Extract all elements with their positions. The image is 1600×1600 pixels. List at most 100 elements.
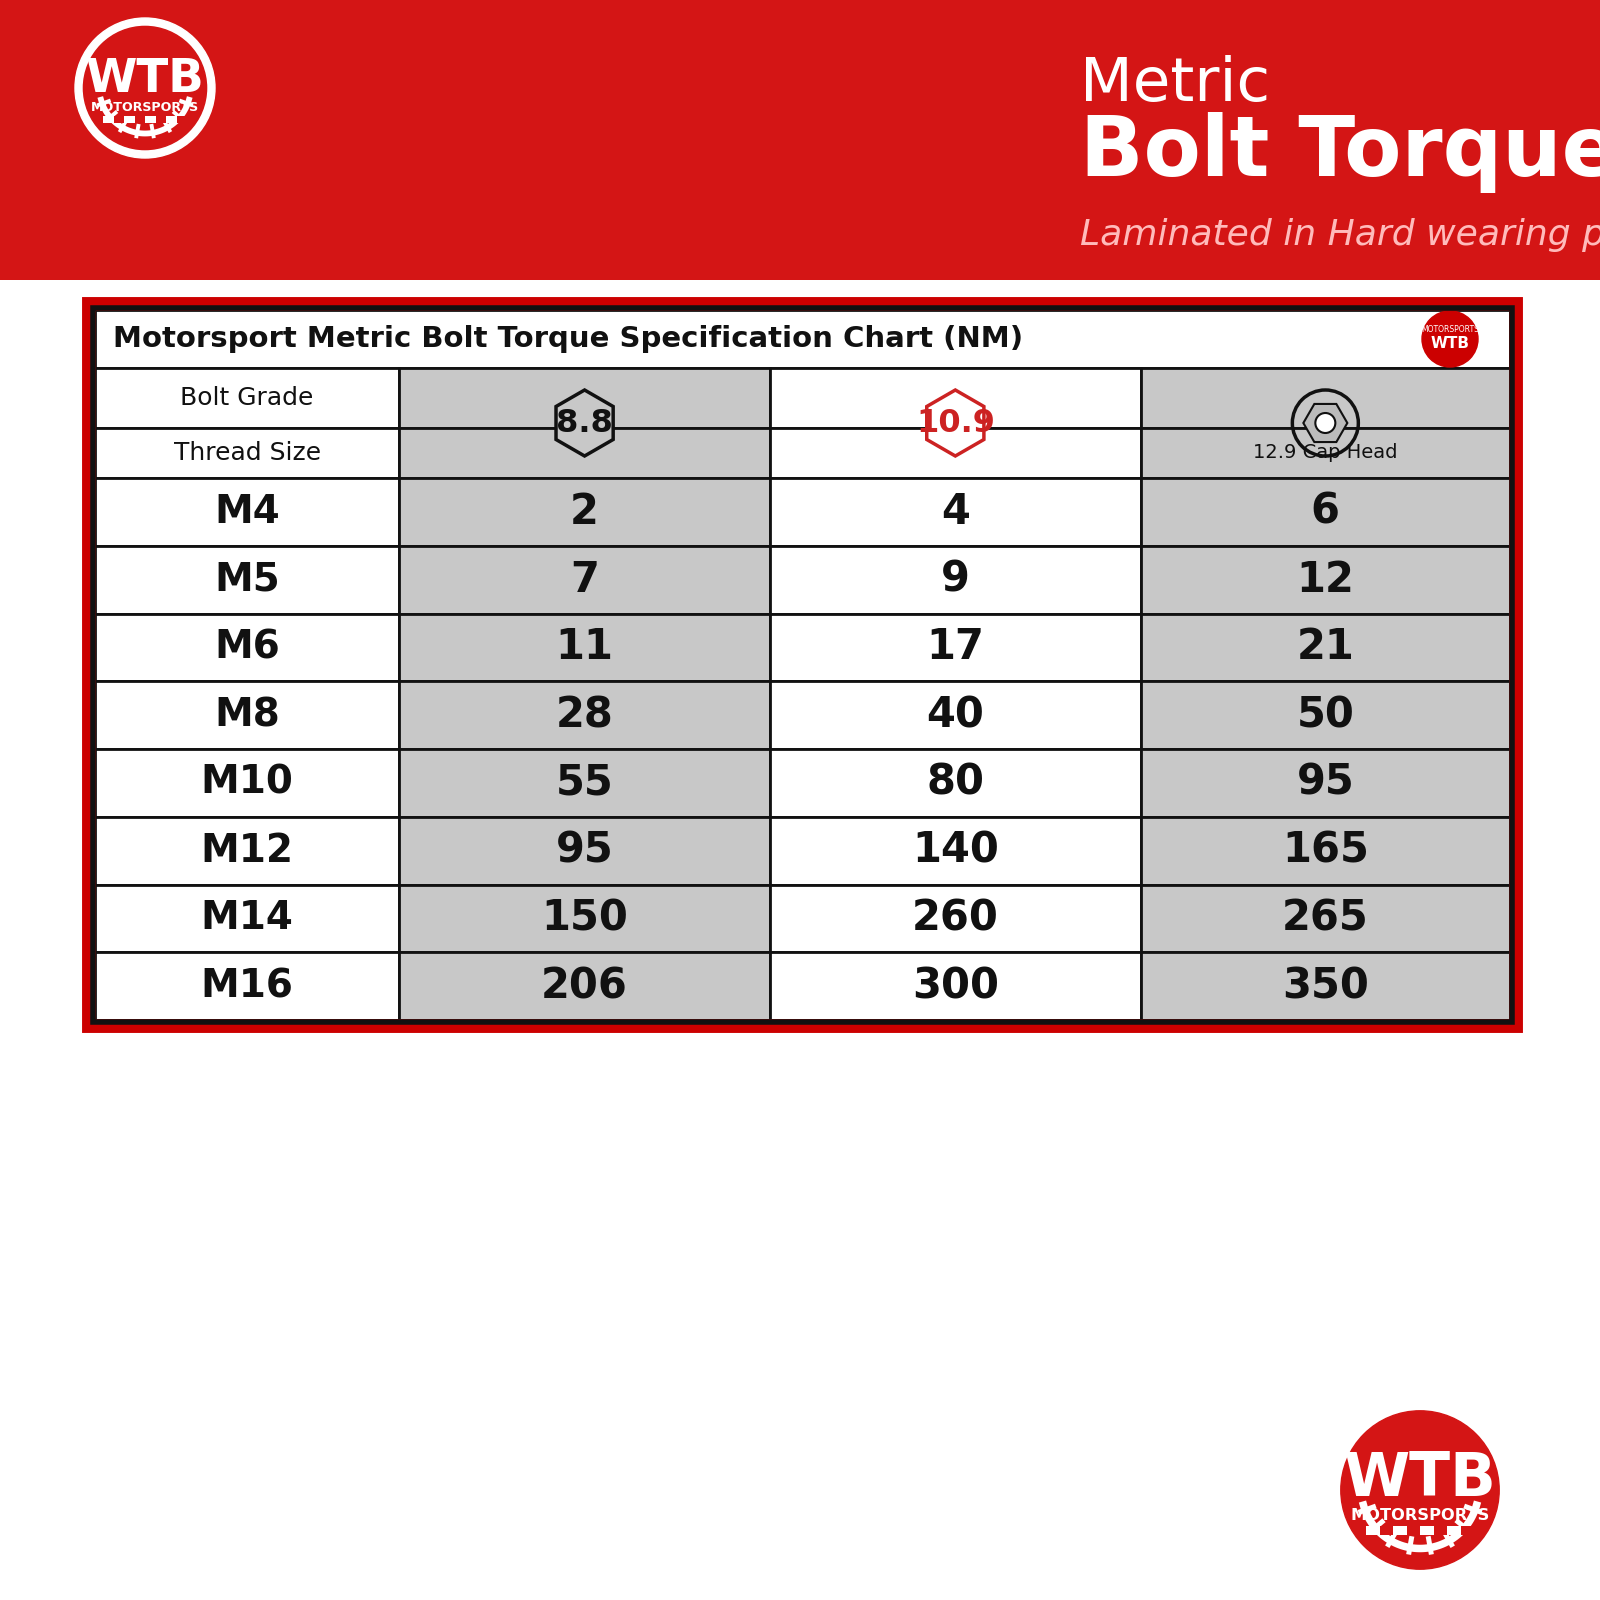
Text: 12.9 Cap Head: 12.9 Cap Head <box>1253 443 1397 462</box>
FancyBboxPatch shape <box>400 682 770 749</box>
Circle shape <box>83 27 206 149</box>
FancyBboxPatch shape <box>102 115 114 123</box>
FancyBboxPatch shape <box>146 115 155 123</box>
Text: M5: M5 <box>214 560 280 598</box>
FancyBboxPatch shape <box>1461 1525 1474 1534</box>
FancyBboxPatch shape <box>1141 478 1510 546</box>
Text: 165: 165 <box>1282 830 1368 872</box>
FancyBboxPatch shape <box>134 115 146 123</box>
FancyBboxPatch shape <box>1446 1525 1461 1534</box>
Text: 140: 140 <box>912 830 998 872</box>
Polygon shape <box>557 390 613 456</box>
Text: WTB: WTB <box>86 58 205 102</box>
FancyBboxPatch shape <box>94 613 400 682</box>
FancyBboxPatch shape <box>400 478 770 546</box>
Text: 150: 150 <box>541 898 629 939</box>
Circle shape <box>1341 1411 1499 1570</box>
Text: 9: 9 <box>941 558 970 600</box>
FancyBboxPatch shape <box>94 749 400 816</box>
Text: 350: 350 <box>1282 965 1368 1006</box>
FancyBboxPatch shape <box>1379 1525 1394 1534</box>
Text: M4: M4 <box>214 493 280 531</box>
FancyBboxPatch shape <box>770 682 1141 749</box>
Text: 4: 4 <box>941 491 970 533</box>
Text: 95: 95 <box>555 830 613 872</box>
FancyBboxPatch shape <box>1406 1525 1421 1534</box>
FancyBboxPatch shape <box>400 427 770 478</box>
FancyBboxPatch shape <box>770 546 1141 613</box>
FancyBboxPatch shape <box>400 952 770 1021</box>
FancyBboxPatch shape <box>1421 1525 1434 1534</box>
FancyBboxPatch shape <box>166 115 176 123</box>
Text: 40: 40 <box>926 694 984 736</box>
Text: Laminated in Hard wearing plastic: Laminated in Hard wearing plastic <box>1080 218 1600 251</box>
FancyBboxPatch shape <box>94 952 400 1021</box>
FancyBboxPatch shape <box>155 115 166 123</box>
FancyBboxPatch shape <box>1141 368 1510 427</box>
Text: 265: 265 <box>1282 898 1368 939</box>
FancyBboxPatch shape <box>770 478 1141 546</box>
FancyBboxPatch shape <box>1141 546 1510 613</box>
FancyBboxPatch shape <box>400 885 770 952</box>
FancyBboxPatch shape <box>1141 749 1510 816</box>
Text: 6: 6 <box>1310 491 1339 533</box>
FancyBboxPatch shape <box>1141 885 1510 952</box>
Text: Motorsport Metric Bolt Torque Specification Chart (NM): Motorsport Metric Bolt Torque Specificat… <box>114 325 1022 354</box>
Text: 8.8: 8.8 <box>557 408 613 438</box>
FancyBboxPatch shape <box>114 115 125 123</box>
Text: M6: M6 <box>214 629 280 666</box>
FancyBboxPatch shape <box>1141 682 1510 749</box>
Text: M8: M8 <box>214 696 280 734</box>
Text: 95: 95 <box>1296 762 1354 803</box>
FancyBboxPatch shape <box>94 546 400 613</box>
Text: M16: M16 <box>200 966 293 1005</box>
FancyBboxPatch shape <box>176 115 187 123</box>
FancyBboxPatch shape <box>94 816 400 885</box>
FancyBboxPatch shape <box>94 427 400 478</box>
Circle shape <box>1315 413 1336 434</box>
Text: 12: 12 <box>1296 558 1354 600</box>
Text: Thread Size: Thread Size <box>173 442 320 466</box>
FancyBboxPatch shape <box>770 885 1141 952</box>
Text: MOTORSPORTS: MOTORSPORTS <box>1350 1507 1490 1523</box>
Text: 55: 55 <box>555 762 613 803</box>
Text: Bolt Grade: Bolt Grade <box>181 386 314 410</box>
Text: Metric: Metric <box>1080 54 1270 114</box>
FancyBboxPatch shape <box>770 952 1141 1021</box>
FancyBboxPatch shape <box>1141 952 1510 1021</box>
FancyBboxPatch shape <box>400 546 770 613</box>
FancyBboxPatch shape <box>400 613 770 682</box>
Text: 300: 300 <box>912 965 998 1006</box>
Text: 10.9: 10.9 <box>915 408 995 438</box>
FancyBboxPatch shape <box>400 368 770 427</box>
Circle shape <box>1330 1400 1510 1581</box>
Text: 206: 206 <box>541 965 629 1006</box>
Text: 2: 2 <box>570 491 598 533</box>
Circle shape <box>1422 310 1478 366</box>
Text: 21: 21 <box>1296 626 1354 669</box>
FancyBboxPatch shape <box>1141 427 1510 478</box>
FancyBboxPatch shape <box>1394 1525 1406 1534</box>
Text: 17: 17 <box>926 626 984 669</box>
FancyBboxPatch shape <box>400 816 770 885</box>
Text: 11: 11 <box>555 626 613 669</box>
FancyBboxPatch shape <box>125 115 134 123</box>
Text: M14: M14 <box>200 899 293 938</box>
FancyBboxPatch shape <box>94 682 400 749</box>
Text: 28: 28 <box>555 694 613 736</box>
FancyBboxPatch shape <box>770 368 1141 427</box>
FancyBboxPatch shape <box>0 0 1600 280</box>
FancyBboxPatch shape <box>770 816 1141 885</box>
FancyBboxPatch shape <box>1141 816 1510 885</box>
Polygon shape <box>926 390 984 456</box>
FancyBboxPatch shape <box>94 368 400 427</box>
FancyBboxPatch shape <box>770 613 1141 682</box>
FancyBboxPatch shape <box>770 427 1141 478</box>
Text: WTB: WTB <box>1430 336 1469 352</box>
Text: M12: M12 <box>200 832 294 870</box>
Text: MOTORSPORTS: MOTORSPORTS <box>1421 325 1478 334</box>
FancyBboxPatch shape <box>94 885 400 952</box>
FancyBboxPatch shape <box>1434 1525 1446 1534</box>
Text: MOTORSPORTS: MOTORSPORTS <box>91 101 198 114</box>
Text: WTB: WTB <box>1344 1450 1496 1509</box>
